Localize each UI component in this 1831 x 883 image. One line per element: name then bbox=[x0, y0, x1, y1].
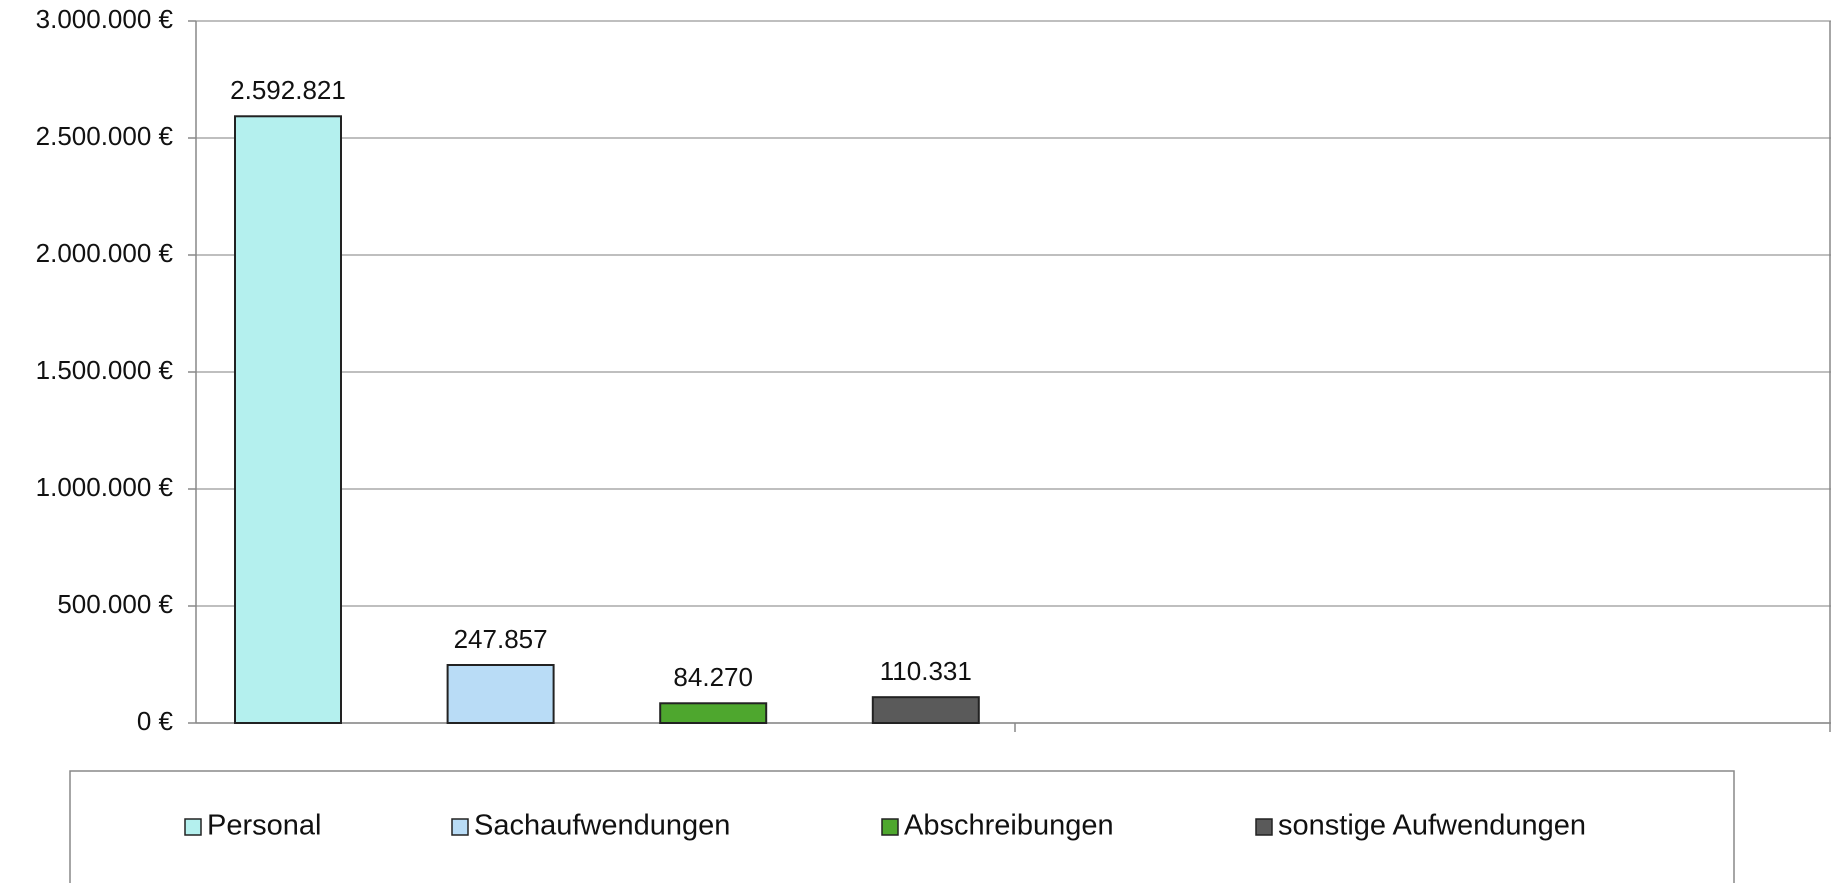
legend-label: Abschreibungen bbox=[904, 810, 1114, 842]
y-tick-label: 500.000 € bbox=[57, 589, 173, 619]
value-label: 2.592.821 bbox=[230, 75, 346, 105]
y-tick-label: 1.000.000 € bbox=[36, 472, 174, 502]
value-label: 247.857 bbox=[454, 624, 548, 654]
y-tick-label: 0 € bbox=[137, 706, 174, 736]
legend-label: Personal bbox=[207, 810, 321, 842]
bar bbox=[871, 696, 980, 725]
legend-label: Sachaufwendungen bbox=[474, 810, 730, 842]
legend-swatch bbox=[184, 818, 202, 836]
y-tick-label: 2.500.000 € bbox=[36, 121, 174, 151]
legend-swatch bbox=[1255, 818, 1273, 836]
y-tick-label: 1.500.000 € bbox=[36, 355, 174, 385]
bar bbox=[234, 115, 342, 724]
bar bbox=[446, 664, 555, 725]
y-tick-label: 2.000.000 € bbox=[36, 238, 174, 268]
legend-swatch bbox=[451, 818, 469, 836]
legend-swatch bbox=[881, 818, 899, 836]
legend-box bbox=[69, 770, 1735, 883]
value-label: 84.270 bbox=[673, 662, 753, 692]
legend-label: sonstige Aufwendungen bbox=[1278, 810, 1586, 842]
value-label: 110.331 bbox=[880, 656, 972, 686]
bar bbox=[659, 702, 768, 725]
y-tick-label: 3.000.000 € bbox=[36, 4, 174, 34]
